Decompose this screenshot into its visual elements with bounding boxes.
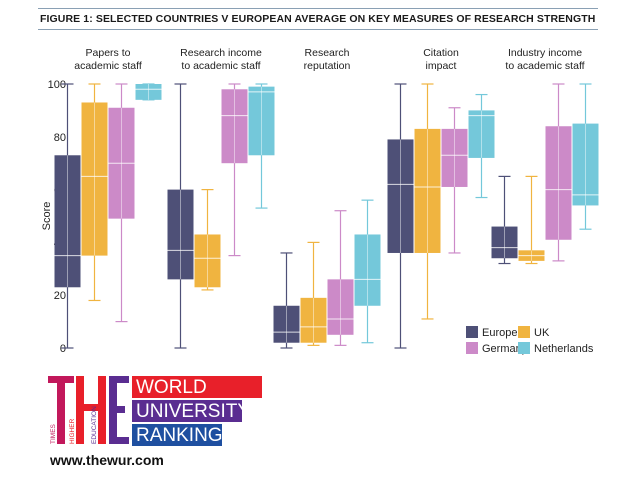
legend-swatch-europe <box>466 326 478 338</box>
legend-label-uk: UK <box>534 327 550 339</box>
logo-vertical-times: TIMES <box>50 423 57 444</box>
category-label: Research <box>305 47 350 59</box>
legend-swatch-uk <box>518 326 530 338</box>
box-germany <box>221 89 248 164</box>
category-label: to academic staff <box>505 60 584 72</box>
logo-bar-university <box>132 400 242 422</box>
box-netherlands <box>468 110 495 158</box>
box-netherlands <box>354 234 381 306</box>
title-bottom-rule <box>38 29 598 30</box>
legend-label-germany: Germany <box>482 343 528 355</box>
box-uk <box>300 297 327 343</box>
box-europe <box>167 189 194 280</box>
box-netherlands <box>135 84 162 100</box>
box-europe <box>54 155 81 288</box>
category-label: Papers to <box>86 47 131 59</box>
y-tick-label: 100 <box>48 79 66 91</box>
legend-swatch-netherlands <box>518 342 530 354</box>
logo-vertical-education: EDUCATION <box>91 406 98 444</box>
box-germany <box>327 279 354 335</box>
box-uk <box>194 234 221 288</box>
y-tick-label: 20 <box>54 290 66 302</box>
box-netherlands <box>248 86 275 156</box>
category-label: reputation <box>304 60 351 72</box>
category-label: to academic staff <box>181 60 260 72</box>
logo-text-rankings: RANKINGS <box>136 425 235 446</box>
box-uk <box>81 102 108 256</box>
the-letters-mark <box>48 376 129 444</box>
category-label: Citation <box>423 47 459 59</box>
logo-bar-rankings <box>132 424 222 446</box>
box-europe <box>273 305 300 343</box>
logo-text-world: WORLD <box>136 377 207 398</box>
category-label: Industry income <box>508 47 582 59</box>
y-axis-label: Score <box>41 202 53 231</box>
the-world-university-rankings-logo: TIMES HIGHER EDUCATION WORLD UNIVERSITY … <box>48 376 262 446</box>
category-label: academic staff <box>74 60 142 72</box>
category-label: Research income <box>180 47 262 59</box>
box-netherlands <box>572 123 599 206</box>
box-uk <box>414 128 441 253</box>
logo-bar-world <box>132 376 262 398</box>
y-tick-label: 80 <box>54 132 66 144</box>
category-label: impact <box>426 60 457 72</box>
legend-swatch-germany <box>466 342 478 354</box>
legend-label-europe: Europe <box>482 327 517 339</box>
title-top-rule <box>38 8 598 9</box>
box-europe <box>491 226 518 259</box>
y-tick-label: 0 <box>60 343 66 355</box>
logo-text-university: UNIVERSITY <box>136 401 250 422</box>
logo-vertical-higher: HIGHER <box>69 418 76 444</box>
box-europe <box>387 139 414 253</box>
website-url[interactable]: www.thewur.com <box>50 452 164 468</box>
box-germany <box>441 128 468 187</box>
box-germany <box>545 126 572 240</box>
legend-label-netherlands: Netherlands <box>534 343 594 355</box>
figure-title: FIGURE 1: SELECTED COUNTRIES V EUROPEAN … <box>40 13 596 25</box>
